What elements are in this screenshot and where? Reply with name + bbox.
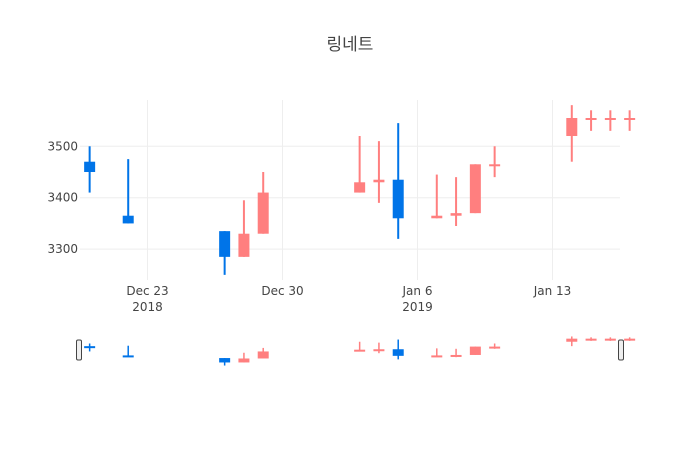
- slider-candle: [238, 352, 250, 363]
- candle-increasing: [624, 110, 636, 131]
- slider-candle-body: [489, 346, 501, 349]
- candle-body: [392, 179, 404, 219]
- slider-candle: [84, 343, 96, 352]
- candle-increasing: [566, 105, 578, 162]
- slider-candle-body: [84, 346, 96, 349]
- slider-candle: [257, 347, 269, 359]
- candle-decreasing: [84, 146, 96, 193]
- x-tick-label: Jan 13: [533, 284, 572, 298]
- candle-body: [566, 118, 578, 136]
- tick-layer: 3300 3400 3500 Dec 23 2018 Dec 30 Jan 6 2019 Jan…: [47, 139, 571, 314]
- slider-candle: [624, 337, 636, 341]
- candle-body: [238, 233, 250, 257]
- slider-candle: [450, 348, 462, 358]
- y-tick-label: 3500: [47, 139, 78, 153]
- slider-candle-body: [238, 358, 250, 363]
- slider-candle-body: [585, 338, 597, 341]
- candle-decreasing: [392, 123, 404, 239]
- grid-layer: [80, 100, 620, 280]
- range-slider[interactable]: [76, 336, 636, 366]
- candle-body: [431, 215, 443, 219]
- slider-candle-body: [431, 355, 443, 358]
- range-slider-right-handle[interactable]: [618, 339, 624, 361]
- slider-candle-body: [469, 346, 481, 355]
- candle-increasing: [604, 110, 616, 131]
- candle-increasing: [450, 177, 462, 226]
- slider-candle: [122, 345, 134, 358]
- slider-candle: [392, 339, 404, 360]
- candle-body: [624, 118, 636, 120]
- candle-increasing: [469, 164, 481, 214]
- candle-body: [450, 213, 462, 216]
- slider-candle-body: [566, 338, 578, 342]
- slider-candle: [373, 342, 385, 354]
- slider-candle-body: [392, 349, 404, 356]
- candle-increasing: [431, 174, 443, 219]
- slider-candle-body: [354, 349, 366, 352]
- candle-body: [489, 164, 501, 167]
- y-tick-label: 3400: [47, 191, 78, 205]
- slider-candle-body: [257, 351, 269, 359]
- y-tick-label: 3300: [47, 242, 78, 256]
- slider-candle-body: [604, 338, 616, 341]
- candle-layer[interactable]: [84, 105, 636, 275]
- slider-candle: [604, 337, 616, 341]
- candle-increasing: [238, 200, 250, 257]
- slider-candle: [566, 336, 578, 347]
- slider-candle: [431, 348, 443, 358]
- x-tick-year-label: 2018: [132, 300, 163, 314]
- candle-body: [219, 231, 231, 257]
- slider-candle-body: [624, 338, 636, 341]
- x-tick-label: Dec 23: [126, 284, 168, 298]
- candle-body: [585, 118, 597, 120]
- x-tick-label: Jan 6: [402, 284, 433, 298]
- candle-increasing: [585, 110, 597, 131]
- candle-increasing: [373, 141, 385, 203]
- candle-body: [122, 215, 134, 224]
- slider-candle: [219, 358, 231, 366]
- candle-body: [84, 161, 96, 172]
- chart-title: 링네트: [327, 35, 374, 55]
- slider-candle: [354, 341, 366, 352]
- slider-candle-body: [450, 354, 462, 357]
- slider-candle-body: [122, 355, 134, 358]
- x-tick-year-label: 2019: [402, 300, 433, 314]
- slider-candle: [489, 343, 501, 349]
- slider-candle-body: [373, 349, 385, 352]
- candle-body: [604, 118, 616, 120]
- candle-body: [257, 192, 269, 234]
- x-tick-label: Dec 30: [261, 284, 303, 298]
- candle-decreasing: [219, 231, 231, 275]
- range-slider-left-handle[interactable]: [76, 339, 82, 361]
- candle-increasing: [354, 136, 366, 193]
- slider-candle-body: [219, 358, 231, 363]
- candle-increasing: [257, 172, 269, 234]
- candle-decreasing: [122, 159, 134, 224]
- slider-candle: [469, 346, 481, 355]
- candle-body: [373, 179, 385, 183]
- candle-body: [469, 164, 481, 214]
- slider-candle: [585, 337, 597, 341]
- candle-increasing: [489, 146, 501, 178]
- candle-body: [354, 182, 366, 193]
